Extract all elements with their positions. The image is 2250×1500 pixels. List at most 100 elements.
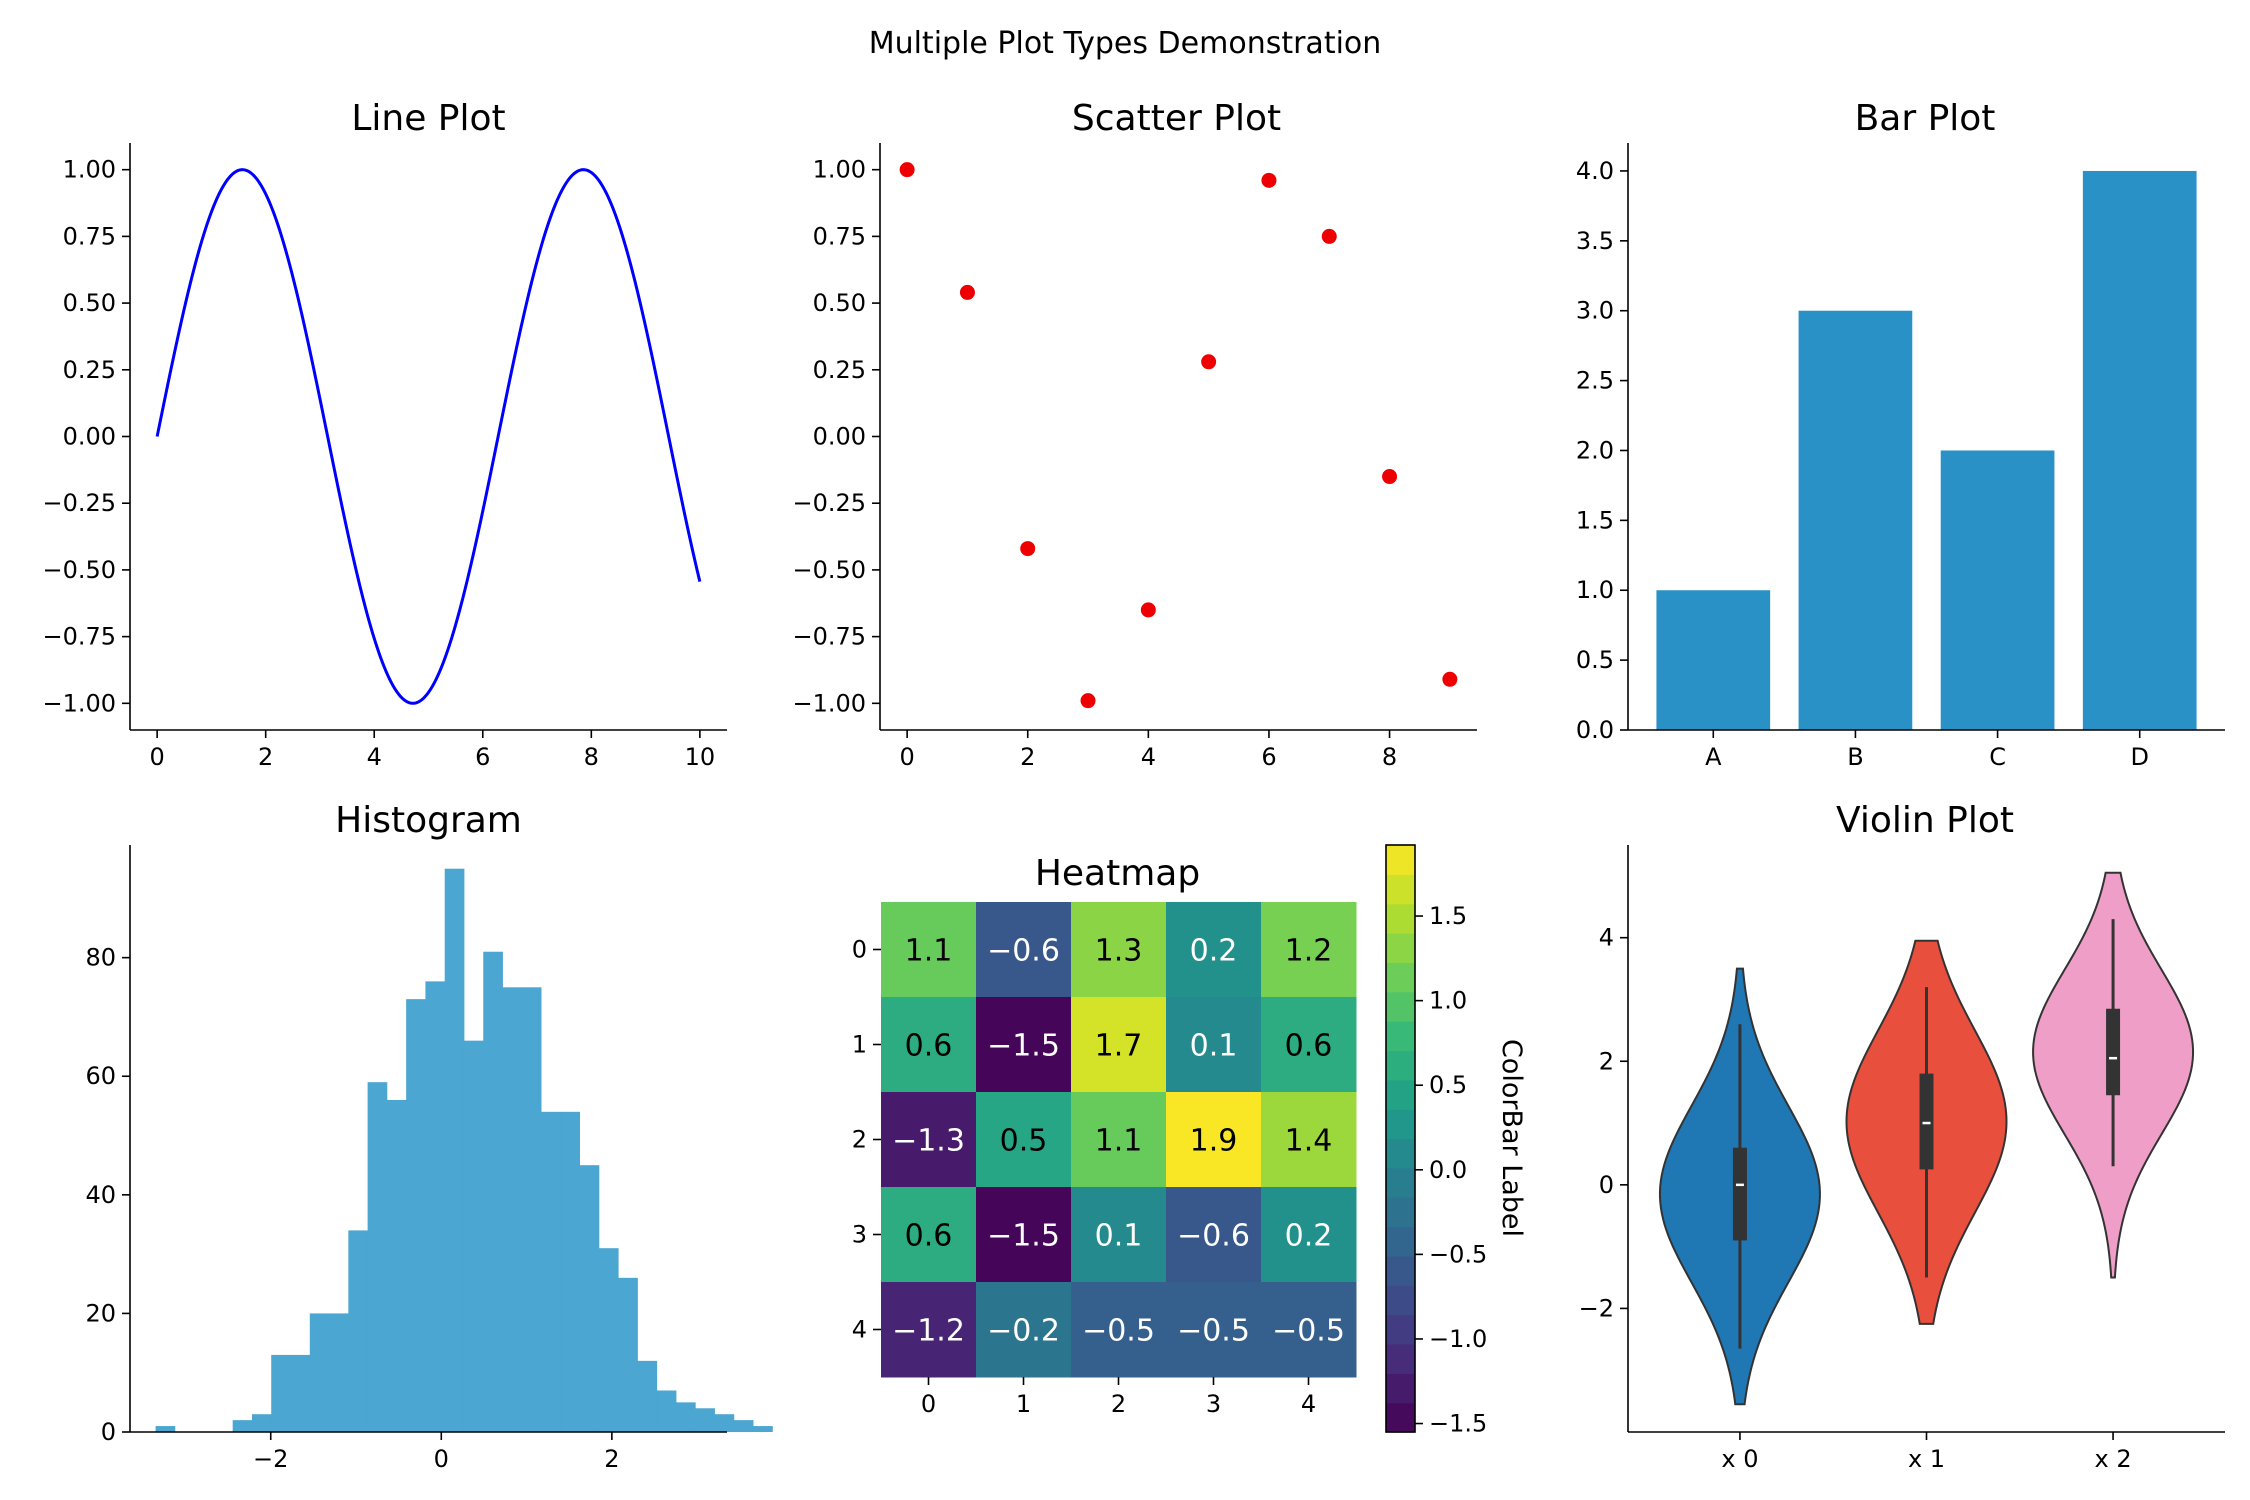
heatmap-cell-label: 0.6 [905,1219,953,1254]
x-tick-label: 0 [149,743,164,771]
heatmap-cell [976,1092,1072,1188]
heatmap-cell [1261,997,1357,1093]
heatmap-cell-label: −1.5 [987,1029,1060,1064]
x-tick-label: 4 [1301,1390,1316,1418]
scatter-point [1140,602,1156,618]
sine-line [155,168,702,705]
bar-C [1940,450,2055,730]
colorbar-tick-label: 0.0 [1429,1156,1467,1184]
heatmap-cell [1071,1282,1167,1378]
scatter-point [1321,228,1337,244]
y-tick-label: −2 [1579,1294,1614,1322]
histogram-bin [309,1313,330,1432]
histogram-bin [444,868,465,1432]
bar-A [1656,590,1771,730]
y-tick-label: −0.75 [42,623,116,651]
colorbar-segment [1386,874,1415,905]
x-tick-label: 4 [367,743,382,771]
bar-B [1798,310,1913,730]
y-tick-label: 0.75 [813,222,866,250]
x-tick-label: x 0 [1721,1445,1758,1473]
bar-plot-panel: Bar Plot A B C D 0.0 0.5 1.0 1.5 2.0 2.5 3.0 3.5 4.0 [1576,98,2225,771]
heatmap-cell-label: 1.4 [1285,1124,1333,1159]
heatmap-cell-label: 1.7 [1095,1029,1143,1064]
heatmap-cell [881,902,977,998]
heatmap-cell [881,1187,977,1283]
heatmap-cell [881,1282,977,1378]
colorbar-tick-label: −0.5 [1429,1240,1487,1268]
colorbar-segment [1386,991,1415,1022]
y-tick-label: 0.25 [813,356,866,384]
histogram-bin [598,1248,619,1432]
y-tick-label: −1.00 [792,689,866,717]
histogram-bin [348,1230,369,1432]
scatter-point [1261,172,1277,188]
line-plot-panel: Line Plot 0 2 4 6 8 10 1.00 0.75 0.50 0.25 0.00 −0.… [42,98,727,771]
scatter-point [1080,693,1096,709]
colorbar-segment [1386,1079,1415,1110]
heatmap-cell-label: 0.2 [1285,1219,1333,1254]
x-tick-label: 8 [1382,743,1397,771]
scatter-point [1201,354,1217,370]
x-tick-label: 1 [1016,1390,1031,1418]
x-tick-label: x 2 [2095,1445,2132,1473]
heatmap-cell-label: 1.1 [1095,1124,1143,1159]
heatmap-cell-label: 1.9 [1190,1124,1238,1159]
histogram-bin [290,1354,311,1432]
colorbar-segment [1386,903,1415,934]
heatmap-cell-label: 0.1 [1095,1219,1143,1254]
heatmap-cell-label: −0.5 [1177,1314,1250,1349]
histogram-bin [714,1414,735,1432]
histogram-bin [483,951,503,1432]
heatmap-cell [976,1282,1072,1378]
heatmap-title: Heatmap [1035,853,1200,894]
y-tick-label: −0.25 [792,489,866,517]
histogram-bin [271,1354,291,1432]
histogram-bin [386,1099,407,1432]
x-tick-label: 6 [1261,743,1276,771]
scatter-point [1382,469,1398,485]
heatmap-cell [976,1187,1072,1283]
scatter-point [1020,541,1036,557]
heatmap-cell [1166,902,1262,998]
heatmap-cell-label: 0.6 [1285,1029,1333,1064]
heatmap-cell-label: 0.1 [1190,1029,1238,1064]
y-tick-label: 2 [1599,1047,1614,1075]
y-tick-label: 3 [852,1221,867,1249]
y-tick-label: −0.50 [42,556,116,584]
histogram-bin [618,1277,638,1432]
scatter-point [899,162,915,178]
heatmap-cell-label: 1.1 [905,934,953,969]
x-tick-label: 2 [1111,1390,1126,1418]
y-tick-label: 1.00 [813,156,866,184]
x-tick-label: A [1705,743,1722,771]
heatmap-cell [1261,1187,1357,1283]
scatter-point [1442,671,1458,687]
x-tick-label: 8 [584,743,599,771]
x-tick-label: x 1 [1908,1445,1945,1473]
colorbar-segment [1386,1021,1415,1052]
colorbar-tick-label: 1.5 [1429,902,1467,930]
x-tick-label: B [1847,743,1863,771]
y-tick-label: 4 [852,1316,867,1344]
colorbar-segment [1386,1226,1415,1257]
heatmap-cell [1166,1092,1262,1188]
y-tick-label: 0 [1599,1171,1614,1199]
colorbar-segment [1386,962,1415,993]
colorbar-tick-label: −1.0 [1429,1325,1487,1353]
histogram-bin [367,1082,388,1432]
x-tick-label: D [2130,743,2148,771]
y-tick-label: 0.0 [1576,716,1614,744]
violin-iqr-box [1919,1073,1934,1170]
histogram-bin [637,1360,658,1432]
heatmap-cell-label: 1.2 [1285,934,1333,969]
histogram-bin [753,1426,773,1432]
violin-iqr-box [1732,1147,1747,1241]
histogram-bin [541,1111,561,1432]
colorbar-frame [1385,844,1416,1433]
heatmap-cell [1071,1187,1167,1283]
figure-suptitle: Multiple Plot Types Demonstration [869,26,1382,61]
y-tick-label: 3.5 [1576,227,1614,255]
colorbar-segment [1386,1402,1415,1433]
heatmap-cell [1071,997,1167,1093]
